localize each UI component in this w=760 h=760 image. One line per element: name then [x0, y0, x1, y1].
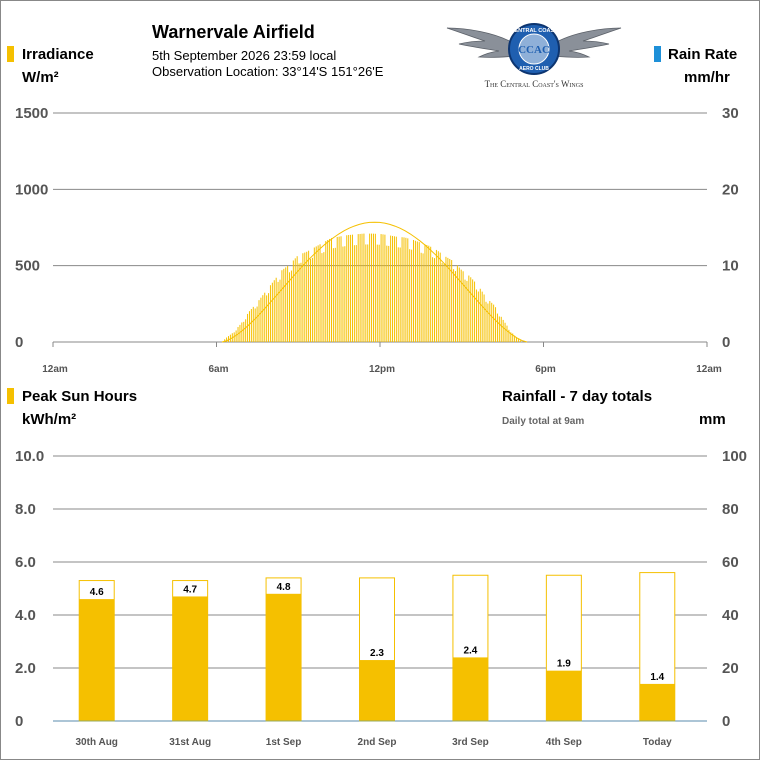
aero-club-logo: CCAC CENTRAL COAST AERO CLUB The Central…	[445, 22, 623, 92]
rainfall-tick-label: 80	[722, 501, 739, 518]
day-label: 2nd Sep	[358, 737, 397, 748]
rainfall-note: Daily total at 9am	[502, 416, 585, 427]
sun-hours-unit: kWh/m²	[22, 411, 77, 428]
sun-hours-tick-label: 4.0	[15, 607, 36, 624]
sun-hours-tick-label: 2.0	[15, 660, 36, 677]
sun-hours-bar	[359, 660, 395, 721]
time-tick-label: 12pm	[369, 364, 395, 375]
irradiance-legend-swatch	[7, 46, 14, 62]
wings-logo-icon: CCAC CENTRAL COAST AERO CLUB	[446, 23, 622, 75]
time-tick-label: 6pm	[535, 364, 556, 375]
sun-hours-value-label: 4.7	[183, 584, 197, 595]
sun-hours-bar	[546, 670, 582, 721]
irradiance-title: Irradiance	[22, 46, 94, 63]
sun-hours-value-label: 1.4	[650, 672, 664, 683]
sun-hours-bar	[172, 596, 208, 721]
clear-sky-curve	[221, 221, 528, 343]
sun-hours-value-label: 1.9	[557, 659, 571, 670]
sun-hours-bar	[266, 593, 302, 721]
svg-text:CCAC: CCAC	[518, 44, 550, 56]
sun-hours-bar	[452, 657, 488, 721]
station-title: Warnervale Airfield	[152, 22, 315, 42]
sun-hours-bar	[79, 599, 115, 721]
observation-date: 5th September 2026 23:59 local	[152, 48, 337, 63]
rain-rate-legend-swatch	[654, 46, 661, 62]
rainfall-title: Rainfall - 7 day totals	[502, 388, 653, 405]
sun-hours-legend-swatch	[7, 388, 14, 404]
sun-hours-title: Peak Sun Hours	[22, 388, 138, 405]
rainfall-unit: mm	[699, 411, 726, 428]
sun-hours-bar	[639, 683, 675, 721]
rainfall-tick-label: 100	[722, 448, 747, 465]
irradiance-tick-label: 1000	[15, 181, 48, 198]
sun-hours-value-label: 2.3	[370, 648, 384, 659]
svg-text:CENTRAL COAST: CENTRAL COAST	[511, 28, 559, 34]
sun-hours-tick-label: 8.0	[15, 501, 36, 518]
time-tick-label: 6am	[208, 364, 228, 375]
rain-rate-tick-label: 20	[722, 181, 739, 198]
rain-rate-tick-label: 30	[722, 105, 739, 122]
irradiance-unit: W/m²	[22, 69, 59, 86]
observation-location: Observation Location: 33°14'S 151°26'E	[152, 64, 384, 79]
rain-rate-tick-label: 0	[722, 334, 730, 351]
irradiance-chart: 0 0 500 10 1000 20 1500 30 12am 6am 12pm 6pm 12am	[15, 105, 739, 375]
day-label: 31st Aug	[169, 737, 211, 748]
sun-hours-value-label: 4.8	[277, 582, 291, 593]
day-label: Today	[643, 737, 672, 748]
svg-text:AERO CLUB: AERO CLUB	[519, 66, 549, 72]
time-tick-label: 12am	[696, 364, 722, 375]
irradiance-tick-label: 1500	[15, 105, 48, 122]
sun-hours-tick-label: 0	[15, 713, 23, 730]
sun-hours-chart: 0 0 2.0 20 4.0 40 6.0 60 8.0 80 10.0 100 4.6 30th Aug…	[15, 448, 747, 748]
rain-rate-tick-label: 10	[722, 258, 739, 275]
day-label: 1st Sep	[266, 737, 302, 748]
day-label: 3rd Sep	[452, 737, 489, 748]
sun-hours-value-label: 2.4	[463, 645, 477, 656]
sun-hours-tick-label: 6.0	[15, 554, 36, 571]
irradiance-tick-label: 500	[15, 258, 40, 275]
rainfall-tick-label: 60	[722, 554, 739, 571]
sun-hours-value-label: 4.6	[90, 587, 104, 598]
rainfall-tick-label: 20	[722, 660, 739, 677]
irradiance-tick-label: 0	[15, 334, 23, 351]
rainfall-tick-label: 40	[722, 607, 739, 624]
time-tick-label: 12am	[42, 364, 68, 375]
rain-rate-unit: mm/hr	[684, 69, 730, 86]
day-label: 4th Sep	[546, 737, 582, 748]
day-label: 30th Aug	[76, 737, 118, 748]
rain-rate-title: Rain Rate	[668, 46, 738, 63]
rainfall-tick-label: 0	[722, 713, 730, 730]
logo-tagline: The Central Coast's Wings	[484, 79, 584, 89]
sun-hours-tick-label: 10.0	[15, 448, 44, 465]
